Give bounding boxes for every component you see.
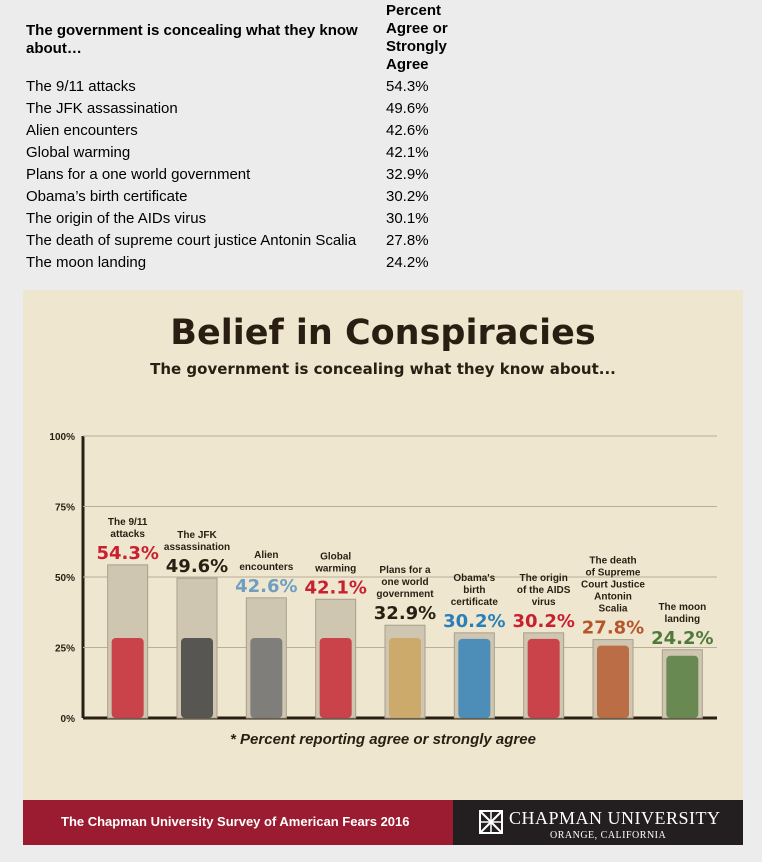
table-row: The death of supreme court justice Anton… (26, 232, 626, 254)
category-label: The death (589, 556, 636, 567)
infographic-subtitle: The government is concealing what they k… (150, 360, 616, 378)
category-label: assassination (164, 542, 230, 553)
y-tick-label: 25% (55, 644, 75, 655)
university-name: CHAPMAN UNIVERSITY (509, 808, 721, 828)
category-label: certificate (451, 597, 499, 608)
footer-red-band (23, 800, 453, 845)
row-topic: The JFK assassination (26, 100, 178, 117)
table-row: Obama’s birth certificate 30.2% (26, 188, 626, 210)
category-label: The origin (519, 573, 567, 584)
conspiracy-table: The government is concealing what they k… (26, 2, 626, 271)
category-label: landing (665, 614, 701, 625)
row-topic: The origin of the AIDs virus (26, 210, 207, 227)
category-label: attacks (110, 529, 145, 540)
category-label: warming (314, 563, 356, 574)
table-row: Alien encounters 42.6% (26, 122, 626, 144)
aids-ribbon-icon (527, 638, 560, 718)
category-label: Plans for a (379, 565, 431, 576)
category-label: one world (381, 577, 428, 588)
category-label: Global (320, 551, 351, 562)
y-tick-label: 0% (61, 714, 76, 725)
category-label: birth (463, 585, 485, 596)
row-percent: 49.6% (386, 100, 429, 117)
category-label: The 9/11 (108, 517, 148, 528)
row-topic: The death of supreme court justice Anton… (26, 232, 357, 249)
data-label: 24.2% (651, 628, 713, 649)
y-tick-label: 50% (55, 573, 75, 584)
data-label: 27.8% (582, 618, 644, 639)
footer-band: The Chapman University Survey of America… (23, 800, 743, 845)
data-label: 32.9% (374, 603, 436, 624)
category-label: Scalia (599, 604, 628, 615)
row-topic: Global warming (26, 144, 131, 161)
category-label: Court Justice (581, 580, 645, 591)
category-label: The JFK (177, 530, 217, 541)
row-percent: 27.8% (386, 232, 429, 249)
row-topic: Obama’s birth certificate (26, 188, 188, 205)
row-topic: The 9/11 attacks (26, 78, 136, 95)
row-percent: 30.2% (386, 188, 429, 205)
data-label: 30.2% (443, 611, 505, 632)
table-row: Plans for a one world government 32.9% (26, 166, 626, 188)
header-percent: Percent Agree or Strongly Agree (386, 2, 448, 73)
header-topic: The government is concealing what they k… (26, 22, 358, 57)
y-tick-label: 75% (55, 503, 75, 514)
data-label: 49.6% (166, 556, 228, 577)
alien-icon (250, 638, 283, 718)
category-label: The moon (658, 602, 706, 613)
belief-infographic: 0% 25% 50% 75% 100% 54.3% The 9/11 attacks 49.6%… (23, 290, 743, 845)
data-label: 54.3% (96, 543, 158, 564)
thermometer-icon (319, 638, 352, 718)
table-header: The government is concealing what they k… (26, 2, 626, 73)
data-label: 42.6% (235, 576, 297, 597)
y-tick-label: 100% (49, 432, 75, 443)
obama-logo-icon (458, 638, 491, 718)
category-label: of the AIDS (517, 585, 571, 596)
data-label: 42.1% (304, 577, 366, 598)
category-label: Obama's (453, 573, 495, 584)
row-topic: Alien encounters (26, 122, 138, 139)
row-topic: Plans for a one world government (26, 166, 251, 183)
table-row: The JFK assassination 49.6% (26, 100, 626, 122)
category-label: virus (532, 597, 556, 608)
survey-name: The Chapman University Survey of America… (61, 814, 410, 829)
row-percent: 30.1% (386, 210, 429, 227)
row-percent: 42.1% (386, 144, 429, 161)
table-row: Global warming 42.1% (26, 144, 626, 166)
chart-footnote: * Percent reporting agree or strongly ag… (230, 731, 536, 748)
chapman-logo-icon (479, 810, 503, 834)
category-label: government (376, 589, 434, 600)
supreme-court-icon (597, 645, 629, 718)
university-location: ORANGE, CALIFORNIA (550, 830, 667, 841)
category-label: encounters (239, 562, 293, 573)
row-percent: 32.9% (386, 166, 429, 183)
table-row: The 9/11 attacks 54.3% (26, 78, 626, 100)
moon-landing-icon (666, 655, 699, 718)
row-percent: 54.3% (386, 78, 429, 95)
world-map-icon (389, 638, 421, 718)
data-label: 30.2% (512, 611, 574, 632)
category-label: of Supreme (585, 568, 640, 579)
flag-icon (111, 638, 144, 718)
table-row: The moon landing 24.2% (26, 254, 626, 276)
category-label: Alien (254, 550, 278, 561)
row-percent: 42.6% (386, 122, 429, 139)
row-topic: The moon landing (26, 254, 147, 271)
category-label: Antonin (594, 592, 632, 603)
jfk-target-icon (181, 638, 213, 718)
infographic-title: Belief in Conspiracies (170, 313, 596, 353)
row-percent: 24.2% (386, 254, 429, 271)
table-row: The origin of the AIDs virus 30.1% (26, 210, 626, 232)
